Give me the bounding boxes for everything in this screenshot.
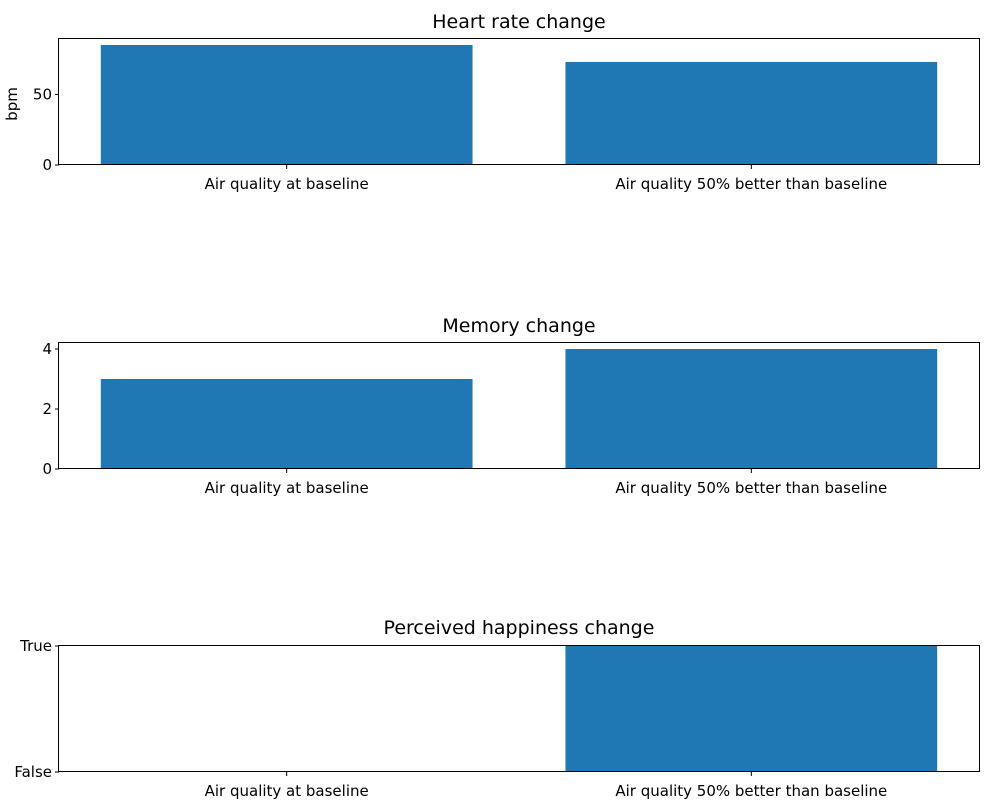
y-axis-label: bpm [3, 87, 21, 121]
plot-frame [58, 38, 980, 165]
chart-happiness: Perceived happiness change False True Air… [14, 617, 980, 800]
bar-0 [100, 45, 473, 165]
bars [565, 646, 938, 772]
y-ticks: 0 50 [33, 85, 59, 174]
chart-memory: Memory change 0 2 4 Air quality at baselin… [42, 315, 980, 497]
y-tick-label: 50 [33, 85, 52, 103]
y-ticks: False True [14, 637, 59, 781]
chart-heart-rate: Heart rate change bpm 0 50 Air quality at… [3, 11, 980, 193]
plot-frame [58, 342, 980, 469]
x-tick-label: Air quality 50% better than baseline [615, 782, 887, 800]
y-tick-label: 2 [42, 400, 52, 418]
x-ticks: Air quality at baseline Air quality 50% b… [205, 165, 887, 193]
bar-1 [565, 61, 938, 165]
y-tick-label: True [19, 637, 52, 655]
bars [100, 349, 938, 469]
y-tick-label: 0 [42, 460, 52, 478]
chart-title: Perceived happiness change [384, 617, 655, 639]
x-tick-label: Air quality at baseline [205, 175, 369, 193]
bar-1 [565, 646, 938, 772]
x-tick-label: Air quality 50% better than baseline [615, 175, 887, 193]
chart-title: Memory change [442, 315, 595, 337]
bar-0 [100, 379, 473, 469]
y-tick-label: False [14, 763, 52, 781]
bars [100, 45, 938, 165]
x-ticks: Air quality at baseline Air quality 50% b… [205, 772, 887, 800]
x-ticks: Air quality at baseline Air quality 50% b… [205, 469, 887, 497]
y-tick-label: 4 [42, 340, 52, 358]
x-tick-label: Air quality at baseline [205, 479, 369, 497]
bar-1 [565, 349, 938, 469]
chart-title: Heart rate change [432, 11, 605, 33]
y-ticks: 0 2 4 [42, 340, 59, 478]
x-tick-label: Air quality at baseline [205, 782, 369, 800]
plot-frame [58, 645, 980, 772]
x-tick-label: Air quality 50% better than baseline [615, 479, 887, 497]
y-tick-label: 0 [42, 156, 52, 174]
